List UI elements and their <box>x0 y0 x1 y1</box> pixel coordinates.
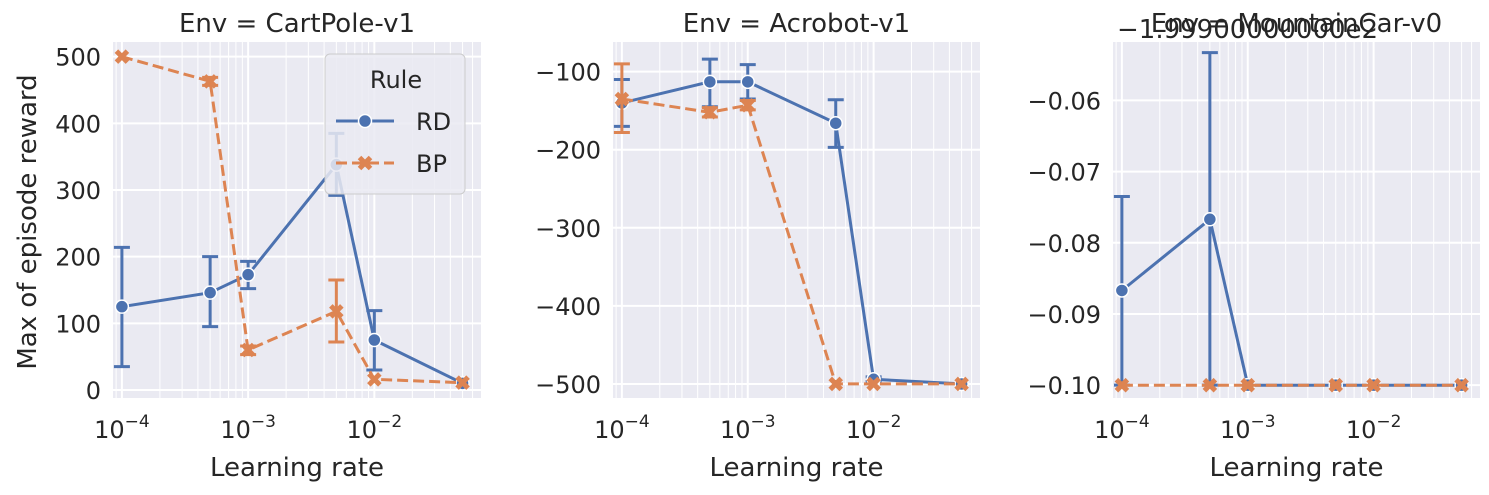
data-point <box>240 267 256 282</box>
x-tick-label: 10−3 <box>1220 412 1276 444</box>
data-point <box>702 74 718 90</box>
x-tick-exponent: −2 <box>876 412 901 432</box>
data-point <box>866 376 881 392</box>
y-tick-label: 300 <box>55 177 101 205</box>
x-tick-exponent: −3 <box>750 412 775 432</box>
data-point <box>954 376 969 392</box>
series-bp <box>1114 377 1469 393</box>
series-bp <box>114 49 470 390</box>
y-tick-label: −500 <box>535 371 601 399</box>
x-tick-exponent: −3 <box>251 412 276 432</box>
x-tick-exponent: −2 <box>377 412 402 432</box>
plot-area <box>613 42 980 398</box>
panel-title: Env = MountainCar-v0 <box>1151 9 1442 39</box>
data-point <box>740 97 756 113</box>
x-axis-label: Learning rate <box>210 453 384 483</box>
data-point <box>114 49 130 64</box>
series-bp <box>613 62 969 392</box>
y-tick-label: −0.08 <box>1027 230 1101 258</box>
series-line <box>621 80 962 386</box>
x-tick-exponent: −3 <box>1250 412 1275 432</box>
data-point <box>202 74 218 89</box>
x-tick-exponent: −2 <box>1376 412 1401 432</box>
panel-2: 10−4 10−3 10−2 −500 −400 −300 −200 −100 Env = Ac… <box>535 9 980 483</box>
legend-title: Rule <box>370 66 422 94</box>
x-tick-label: 10−4 <box>1094 412 1150 444</box>
data-point <box>240 342 256 358</box>
data-point <box>1114 283 1130 298</box>
data-point <box>1114 377 1130 393</box>
panel-3: 10−4 10−3 10−2 −0.10 −0.09 −0.08 −0.07 −0.06 Env… <box>1027 9 1480 483</box>
data-point <box>828 376 844 392</box>
y-offset-text: −1.99900000000e2 <box>1117 15 1378 45</box>
data-point <box>367 372 382 387</box>
data-point <box>702 104 718 120</box>
data-point <box>1328 377 1344 393</box>
data-point <box>202 285 218 300</box>
x-tick-exponent: −4 <box>125 412 150 432</box>
y-tick-label: 0 <box>86 377 101 405</box>
data-point <box>1454 377 1469 393</box>
plot-area <box>1113 42 1480 398</box>
data-point <box>740 74 756 90</box>
legend-marker <box>357 155 373 171</box>
data-point <box>614 91 630 107</box>
y-tick-label: −400 <box>535 293 601 321</box>
x-tick-label: 10−2 <box>846 412 902 444</box>
legend-marker <box>357 113 373 129</box>
data-point <box>828 115 843 131</box>
series-line <box>621 97 962 386</box>
x-axis-label: Learning rate <box>710 453 884 483</box>
data-point <box>455 375 470 390</box>
y-tick-label: 200 <box>55 244 101 272</box>
data-point <box>1240 377 1256 393</box>
data-point <box>367 332 382 348</box>
y-tick-label: −300 <box>535 215 601 243</box>
y-tick-label: 400 <box>55 110 101 138</box>
data-point <box>1366 377 1381 393</box>
legend-label: BP <box>416 150 447 178</box>
x-tick-label: 10−2 <box>347 412 403 444</box>
y-tick-label: −0.09 <box>1027 301 1101 329</box>
legend-label: RD <box>416 108 451 136</box>
y-tick-label: −200 <box>535 137 601 165</box>
series-line <box>121 55 463 385</box>
data-point <box>114 299 130 314</box>
panel-title: Env = Acrobot-v1 <box>683 9 910 39</box>
y-tick-label: −0.07 <box>1027 159 1101 187</box>
data-point <box>329 304 344 319</box>
figure-y-axis-label: Max of episode reward <box>13 74 43 369</box>
legend: Rule RD BP <box>324 53 466 195</box>
x-tick-label: 10−3 <box>220 412 276 444</box>
y-tick-label: −0.06 <box>1027 87 1101 115</box>
data-point <box>1202 377 1218 393</box>
x-tick-label: 10−2 <box>1346 412 1402 444</box>
panel-title: Env = CartPole-v1 <box>179 9 415 39</box>
y-tick-label: 500 <box>55 44 101 72</box>
x-tick-label: 10−4 <box>594 412 650 444</box>
y-tick-label: −0.10 <box>1027 372 1101 400</box>
data-point <box>1202 212 1218 227</box>
x-tick-label: 10−3 <box>720 412 776 444</box>
x-axis-label: Learning rate <box>1210 453 1384 483</box>
x-tick-exponent: −4 <box>625 412 650 432</box>
y-tick-label: 100 <box>55 310 101 338</box>
x-tick-label: 10−4 <box>94 412 150 444</box>
y-tick-label: −100 <box>535 59 601 87</box>
series-line <box>121 161 464 385</box>
x-tick-exponent: −4 <box>1125 412 1150 432</box>
